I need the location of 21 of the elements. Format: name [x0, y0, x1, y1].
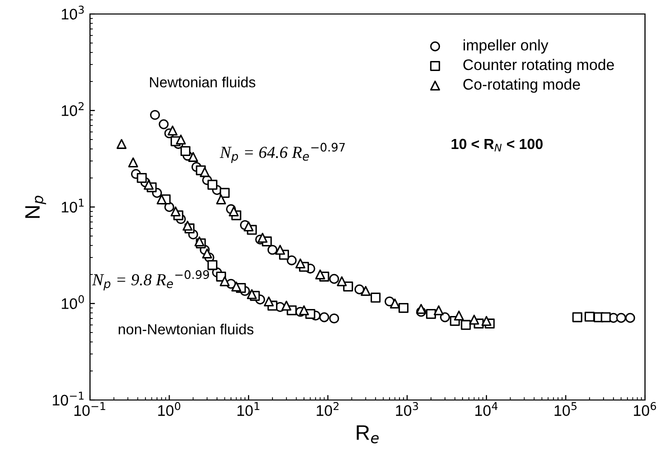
annotation: non-Newtonian fluids — [118, 324, 254, 334]
legend-label: Counter rotating mode — [463, 58, 614, 74]
x-axis-title: R$_{e}$ — [356, 425, 379, 444]
legend-label: impeller only — [464, 39, 548, 54]
annotation: Newtonian fluids — [150, 76, 256, 88]
x-tick-label: 10$^{5}$ — [554, 402, 576, 416]
y-tick-label: 10$^{3}$ — [62, 6, 84, 20]
annotation: 10 < R$_{N}$ < 100 — [452, 138, 543, 152]
x-tick-label: 10$^{4}$ — [475, 402, 498, 416]
x-tick-label: 10$^{2}$ — [316, 402, 339, 416]
x-tick-label: 10$^{1}$ — [238, 402, 260, 416]
y-tick-label: 10$^{2}$ — [62, 102, 84, 116]
annotation: N$_{p}$ = 64.6 R$_{e}$$^{−0.97}$ — [220, 142, 345, 163]
legend-label: Co-rotating mode — [463, 78, 580, 93]
annotation: N$_{p}$ = 9.8 R$_{e}$$^{−0.99}$ — [92, 270, 209, 290]
y-axis-title: N$_{p}$ — [25, 196, 46, 218]
x-tick-label: 10$^{6}$ — [634, 402, 656, 416]
y-tick-label: 10$^{0}$ — [62, 295, 84, 310]
y-tick-label: 10$^{1}$ — [62, 198, 84, 213]
x-tick-label: 10$^{0}$ — [158, 402, 180, 416]
x-tick-label: 10$^{3}$ — [396, 402, 418, 416]
